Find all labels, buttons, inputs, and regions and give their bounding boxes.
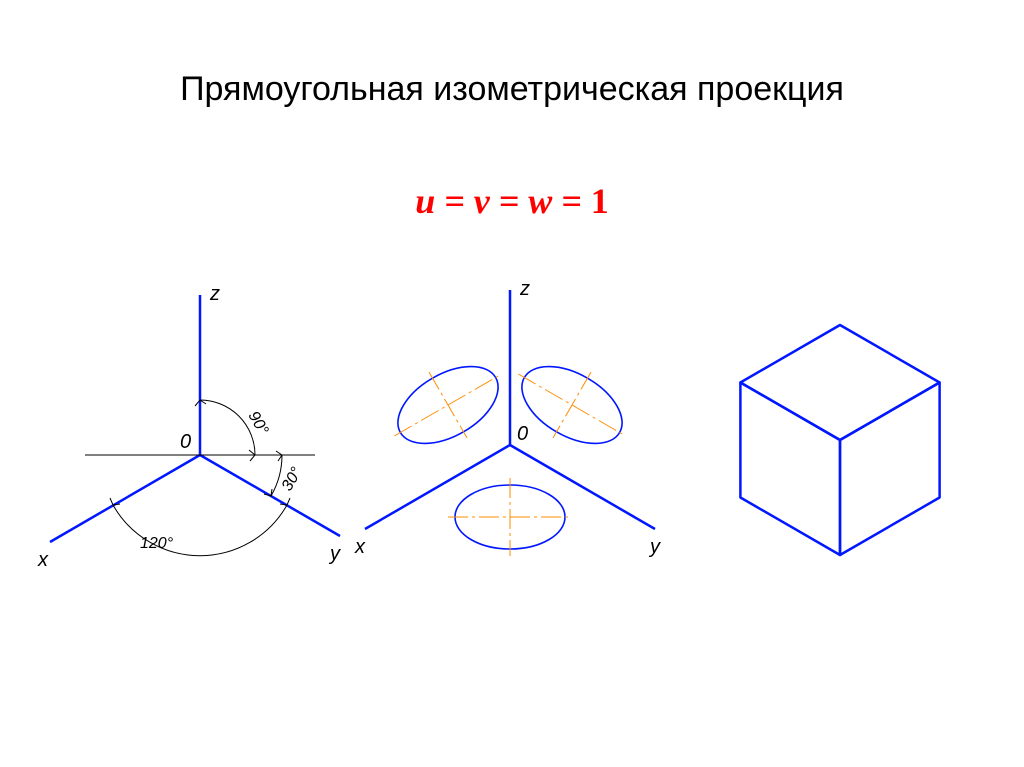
z-label: z	[209, 283, 220, 305]
angle-90-label: 90°	[245, 409, 272, 439]
arc-30	[264, 451, 282, 496]
x-label: x	[354, 536, 366, 558]
diagram-ellipses: z x y 0	[350, 270, 670, 630]
slide: Прямоугольная изометрическая проекция u …	[0, 0, 1024, 767]
arc-90	[195, 400, 255, 461]
var-v: v	[474, 181, 490, 221]
y-label: y	[648, 536, 661, 558]
x-label: x	[37, 549, 49, 571]
eq-sign: =	[561, 181, 582, 221]
const-one: 1	[591, 181, 609, 221]
var-u: u	[415, 181, 435, 221]
origin-label: 0	[180, 431, 191, 453]
arc-120	[110, 498, 290, 556]
diagram-row: z x y 0 90° 30° 120°	[0, 270, 1024, 640]
eq-sign: =	[444, 181, 465, 221]
cube	[740, 325, 939, 555]
ellipse-yz	[499, 341, 644, 469]
axes	[50, 295, 340, 542]
diagram-cube	[690, 290, 990, 620]
y-label: y	[328, 543, 341, 565]
equation: u = v = w = 1	[0, 180, 1024, 222]
origin-label: 0	[517, 423, 528, 445]
angle-30-label: 30°	[279, 464, 306, 494]
angle-120-label: 120°	[140, 535, 174, 552]
page-title: Прямоугольная изометрическая проекция	[0, 70, 1024, 109]
var-w: w	[528, 181, 552, 221]
diagram-axes-angles: z x y 0 90° 30° 120°	[30, 270, 350, 630]
eq-sign: =	[499, 181, 520, 221]
ellipse-xy	[448, 478, 572, 556]
ellipse-xz	[375, 341, 520, 469]
z-label: z	[519, 278, 530, 300]
